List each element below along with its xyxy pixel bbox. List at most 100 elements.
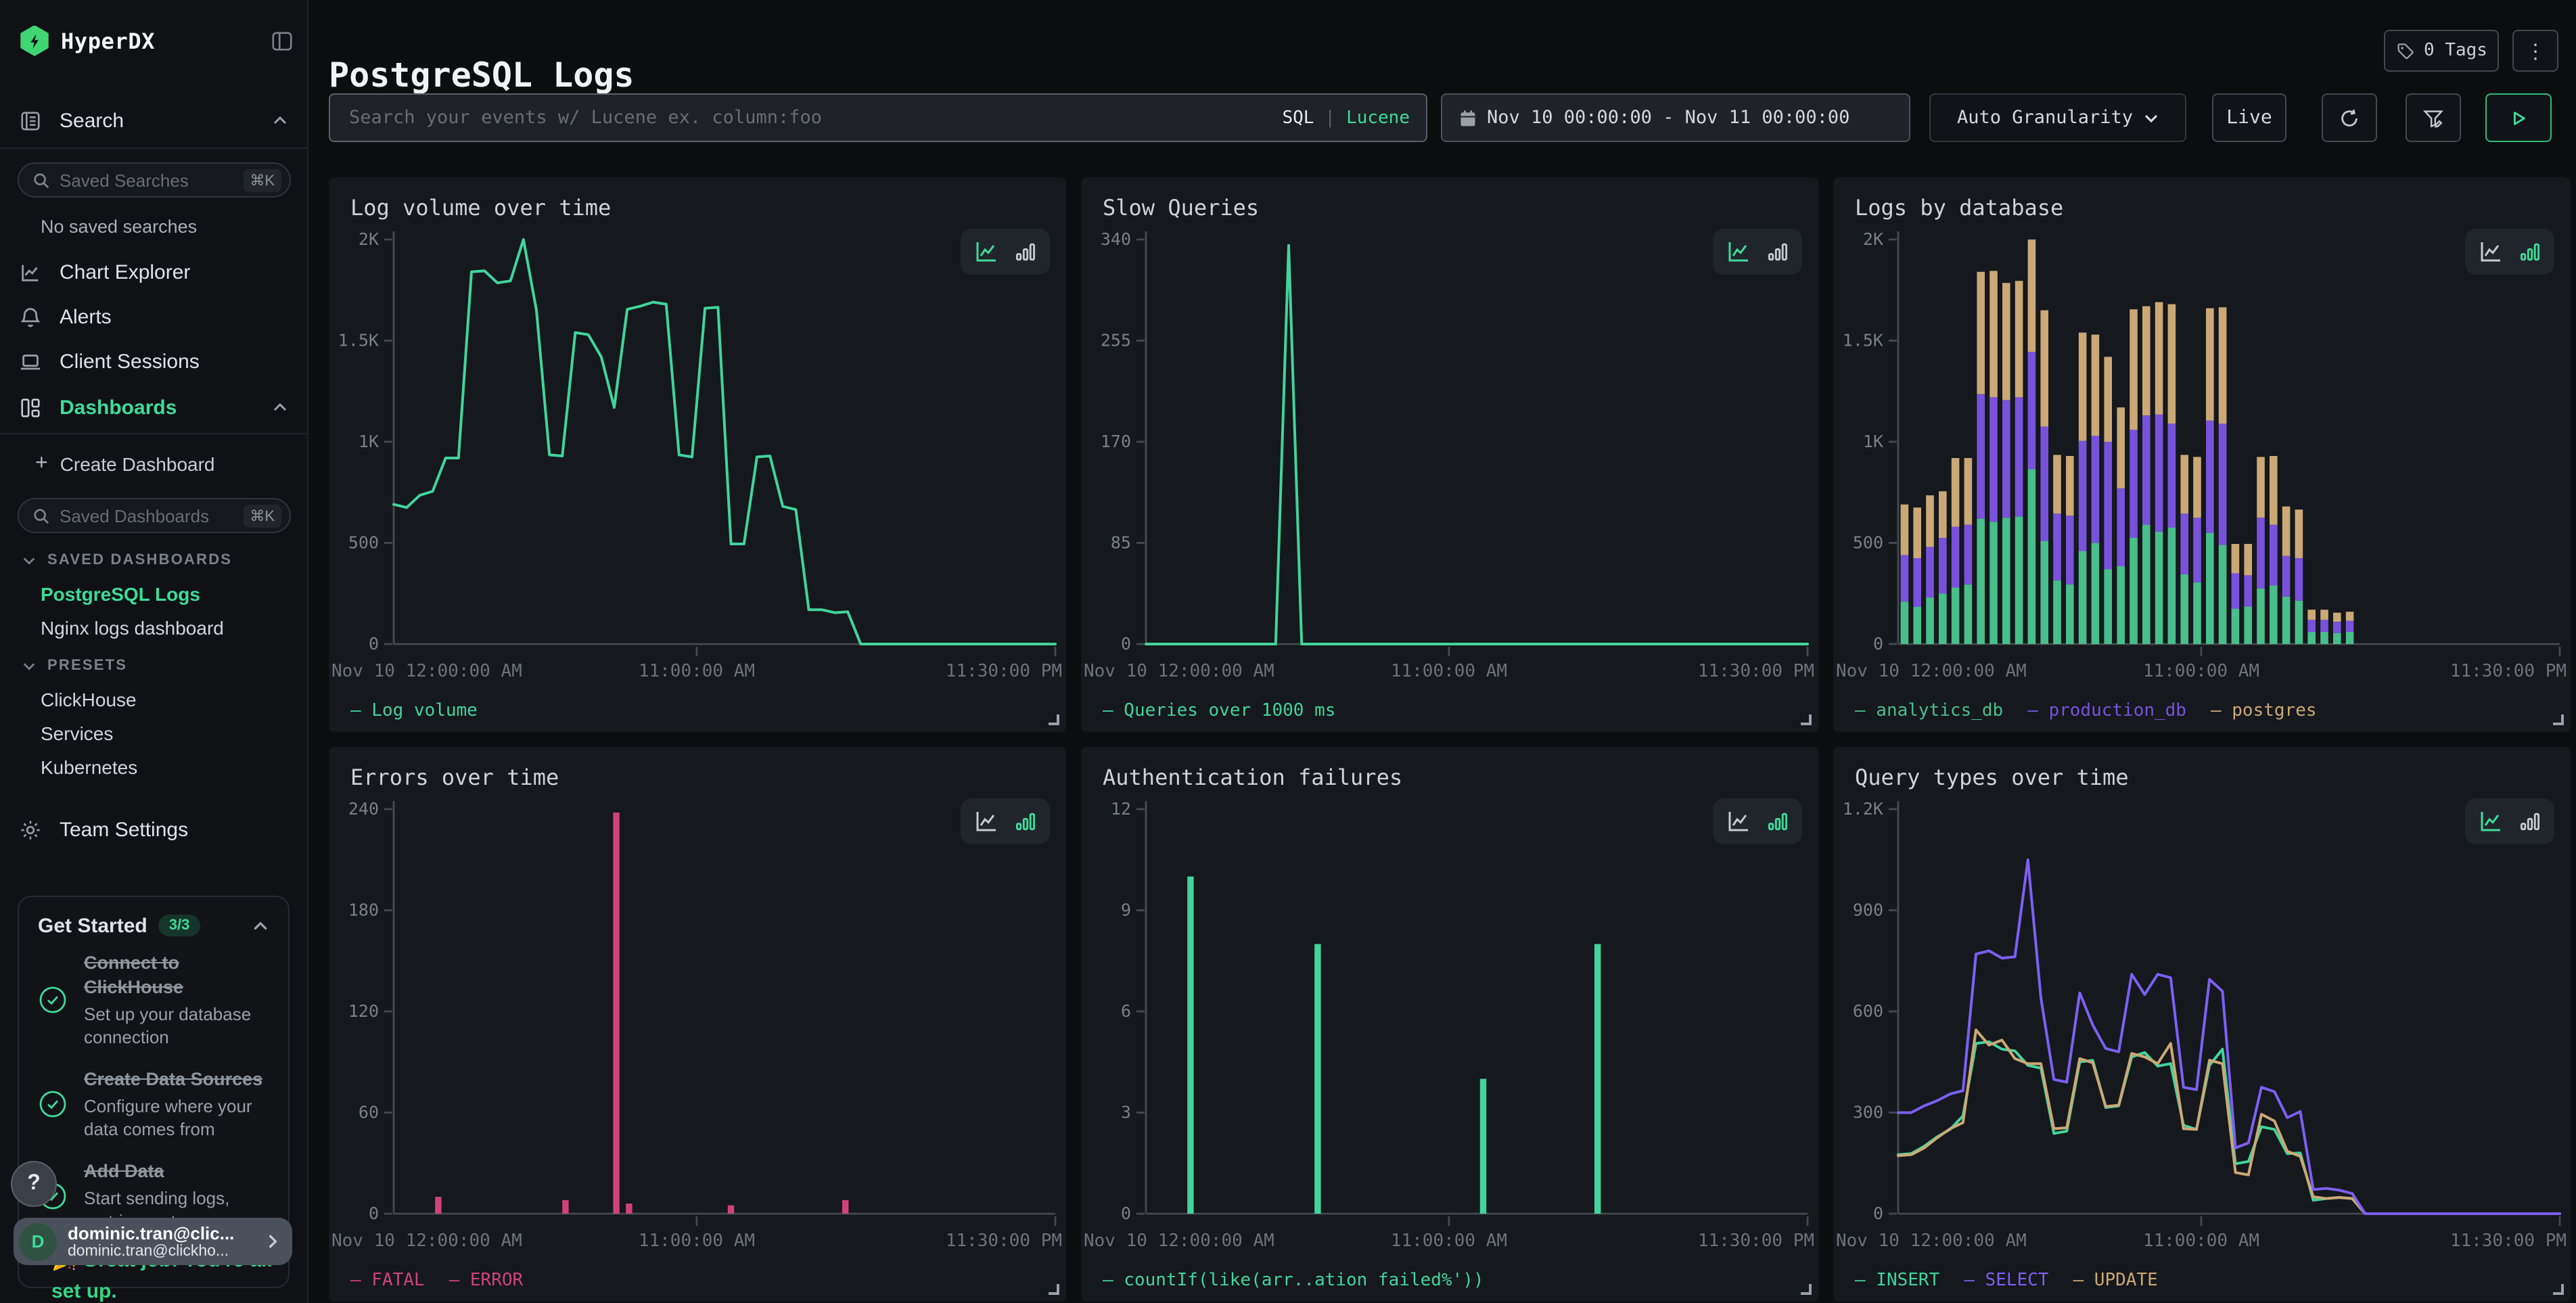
line-view-button[interactable] <box>2478 238 2505 265</box>
divider <box>0 147 307 149</box>
chart-title: Errors over time <box>350 764 559 790</box>
chart-title: Log volume over time <box>350 195 612 221</box>
saved-dashboards-header[interactable]: SAVED DASHBOARDS <box>0 547 307 574</box>
user-menu[interactable]: D dominic.tran@clic... dominic.tran@clic… <box>14 1218 292 1265</box>
create-dashboard-button[interactable]: + Create Dashboard <box>0 447 307 482</box>
svg-text:600: 600 <box>1853 1001 1883 1021</box>
get-started-badge: 3/3 <box>158 915 201 936</box>
resize-handle[interactable] <box>2553 714 2564 725</box>
bar-view-button[interactable] <box>1765 809 1789 833</box>
sidebar-item-label: Team Settings <box>60 818 189 841</box>
chart-plot[interactable]: 0 3 6 9 12 Nov 10 12:00:00 AM 11:00:00 AM 11:30… <box>1081 787 1818 1258</box>
tags-button[interactable]: 0 Tags <box>2384 30 2499 72</box>
saved-searches-input[interactable]: Saved Searches ⌘K <box>18 162 291 198</box>
calendar-icon <box>1460 110 1475 126</box>
svg-text:1.5K: 1.5K <box>1843 331 1883 350</box>
sidebar-dashboard-link[interactable]: Nginx logs dashboard <box>41 616 224 638</box>
svg-text:300: 300 <box>1853 1103 1883 1122</box>
get-started-title: Get Started <box>38 914 147 937</box>
tags-label: 0 Tags <box>2424 41 2487 61</box>
legend-item: — Queries over 1000 ms <box>1103 701 1336 721</box>
sql-mode-button[interactable]: SQL <box>1282 108 1314 128</box>
chart-plot[interactable]: 0 300 600 900 1.2K Nov 10 12:00:00 AM 11:00:00… <box>1833 787 2571 1258</box>
brand-name: HyperDX <box>61 28 156 53</box>
chart-plot[interactable]: 0 60 120 180 240 Nov 10 12:00:00 AM 11:00:00 A… <box>329 787 1066 1258</box>
chart-legend: — Log volume <box>350 701 478 721</box>
line-chart-icon <box>19 260 42 283</box>
event-search-input[interactable] <box>346 106 1269 130</box>
svg-text:500: 500 <box>348 533 379 553</box>
sidebar-item-team-settings[interactable]: Team Settings <box>0 809 307 850</box>
chevron-up-icon[interactable] <box>252 917 269 934</box>
filter-button[interactable] <box>2406 93 2461 142</box>
sidebar-item-dashboards[interactable]: Dashboards <box>0 387 307 428</box>
plus-icon: + <box>35 452 48 475</box>
bar-view-button[interactable] <box>2517 809 2542 833</box>
svg-text:85: 85 <box>1111 533 1131 553</box>
sidebar-preset-link[interactable]: Services <box>41 722 114 744</box>
bar-view-button[interactable] <box>1013 239 1037 264</box>
query-language-toggle: SQL | Lucene <box>1282 108 1410 128</box>
saved-dashboards-input[interactable]: Saved Dashboards ⌘K <box>18 498 291 533</box>
resize-handle[interactable] <box>1801 714 1812 725</box>
chart-legend: — analytics_db — production_db — postgres <box>1855 701 2317 721</box>
sidebar-item-search[interactable]: Search <box>0 100 307 141</box>
search-icon <box>32 171 50 189</box>
svg-text:11:00:00 AM: 11:00:00 AM <box>1391 661 1507 681</box>
sidebar-dashboard-link[interactable]: PostgreSQL Logs <box>41 582 200 604</box>
bar-view-button[interactable] <box>1765 239 1789 264</box>
resize-handle[interactable] <box>1049 714 1059 725</box>
dashboard-grid-icon <box>19 396 42 419</box>
svg-text:11:30:00 PM: 11:30:00 PM <box>2450 1231 2567 1251</box>
chart-plot[interactable]: 0 85 170 255 340 Nov 10 12:00:00 AM 11:00:00 A… <box>1081 218 1818 689</box>
granularity-select[interactable]: Auto Granularity <box>1929 93 2186 142</box>
resize-handle[interactable] <box>1801 1284 1812 1295</box>
sidebar-item-label: Alerts <box>60 305 112 328</box>
svg-text:Nov 10 12:00:00 AM: Nov 10 12:00:00 AM <box>1836 1231 2027 1251</box>
svg-text:11:30:00 PM: 11:30:00 PM <box>1698 661 1814 681</box>
help-button[interactable]: ? <box>11 1161 57 1207</box>
svg-text:0: 0 <box>1121 634 1131 654</box>
presets-header[interactable]: PRESETS <box>0 652 307 679</box>
shortcut-badge: ⌘K <box>243 168 281 191</box>
divider <box>0 433 307 434</box>
line-view-button[interactable] <box>1726 238 1753 265</box>
sidebar-collapse-icon[interactable] <box>271 29 294 52</box>
granularity-value: Auto Granularity <box>1956 107 2134 129</box>
svg-text:12: 12 <box>1111 799 1131 819</box>
live-button[interactable]: Live <box>2212 93 2286 142</box>
line-view-button[interactable] <box>973 238 1001 265</box>
sidebar-preset-link[interactable]: Kubernetes <box>41 756 138 777</box>
lucene-mode-button[interactable]: Lucene <box>1346 108 1410 128</box>
line-view-button[interactable] <box>2478 808 2505 835</box>
more-options-button[interactable]: ⋮ <box>2512 30 2558 72</box>
refresh-button[interactable] <box>2322 93 2377 142</box>
sidebar-item-client-sessions[interactable]: Client Sessions <box>0 341 307 382</box>
date-range-picker[interactable]: Nov 10 00:00:00 - Nov 11 00:00:00 <box>1441 93 1910 142</box>
sidebar-item-chart-explorer[interactable]: Chart Explorer <box>0 252 307 292</box>
bar-view-button[interactable] <box>1013 809 1037 833</box>
run-query-button[interactable] <box>2485 93 2552 142</box>
chart-plot[interactable]: 0 500 1K 1.5K 2K Nov 10 12:00:00 AM 11:00:00 A… <box>1833 218 2571 689</box>
svg-text:0: 0 <box>369 1204 379 1223</box>
bar-view-button[interactable] <box>2517 239 2542 264</box>
svg-text:0: 0 <box>1121 1204 1131 1223</box>
sidebar-item-alerts[interactable]: Alerts <box>0 296 307 337</box>
get-started-step[interactable]: Connect to ClickHouse Set up your databas… <box>38 951 269 1049</box>
svg-text:120: 120 <box>348 1001 379 1021</box>
get-started-step[interactable]: Create Data Sources Configure where your … <box>38 1068 269 1141</box>
saved-dashboards-placeholder: Saved Dashboards <box>60 505 210 526</box>
svg-text:500: 500 <box>1853 533 1883 553</box>
svg-text:Nov 10 12:00:00 AM: Nov 10 12:00:00 AM <box>1836 661 2027 681</box>
chart-legend: — countIf(like(arr..ation failed%')) <box>1103 1271 1484 1291</box>
legend-item: — analytics_db <box>1855 701 2004 721</box>
check-circle-icon <box>38 985 68 1015</box>
line-view-button[interactable] <box>1726 808 1753 835</box>
resize-handle[interactable] <box>1049 1284 1059 1295</box>
resize-handle[interactable] <box>2553 1284 2564 1295</box>
chart-panel-log-volume: Log volume over time 0 500 1K 1.5K 2K Nov 10 … <box>329 177 1066 732</box>
svg-text:170: 170 <box>1101 432 1131 451</box>
chart-plot[interactable]: 0 500 1K 1.5K 2K Nov 10 12:00:00 AM 11:00:00 A… <box>329 218 1066 689</box>
line-view-button[interactable] <box>973 808 1001 835</box>
sidebar-preset-link[interactable]: ClickHouse <box>41 688 137 710</box>
